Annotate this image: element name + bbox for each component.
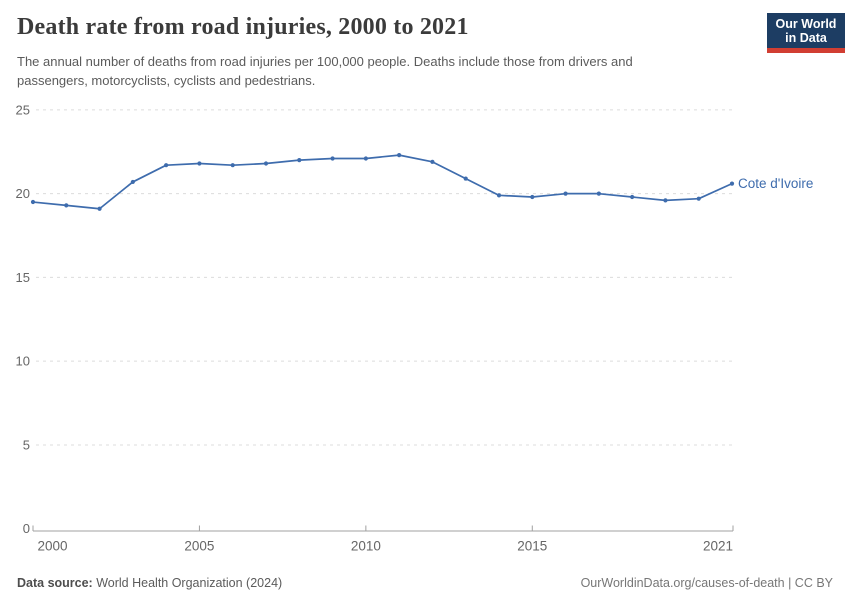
data-point-2012[interactable] (430, 159, 435, 164)
data-point-2021[interactable] (729, 181, 735, 186)
data-point-2020[interactable] (696, 196, 701, 201)
series-line-cote-d-ivoire[interactable] (32, 154, 733, 210)
data-point-2009[interactable] (330, 156, 335, 161)
data-point-2018[interactable] (630, 194, 635, 200)
line-chart[interactable]: 0 5 10 15 20 25 2000 2005 2010 2015 2021 Cote d'Ivo… (0, 95, 850, 555)
y-tick-label: 20 (16, 186, 30, 201)
x-tick-label: 2015 (517, 539, 547, 554)
data-source-label: Data source: (17, 576, 93, 590)
x-tick-label: 2010 (351, 539, 381, 554)
data-point-2002[interactable] (97, 206, 102, 211)
data-source-value: World Health Organization (2024) (96, 576, 283, 590)
data-point-2011[interactable] (397, 153, 402, 158)
owid-logo-line2: in Data (785, 30, 827, 45)
data-point-2019[interactable] (663, 198, 668, 203)
data-point-2013[interactable] (463, 176, 468, 181)
y-tick-label: 25 (16, 102, 30, 117)
series-end-label[interactable]: Cote d'Ivoire (738, 176, 813, 191)
y-tick-label: 0 (23, 521, 30, 536)
data-point-2015[interactable] (530, 194, 535, 200)
x-tick-label: 2005 (184, 539, 214, 554)
data-point-2005[interactable] (197, 161, 202, 166)
data-point-2001[interactable] (64, 203, 69, 208)
data-point-2003[interactable] (130, 179, 135, 185)
data-source: Data source: World Health Organization (… (17, 576, 282, 590)
owid-logo-line1: Our World (775, 16, 837, 31)
owid-logo[interactable]: Our World in Data (767, 13, 845, 53)
data-point-2006[interactable] (230, 163, 235, 168)
data-point-2008[interactable] (297, 158, 302, 163)
data-point-2004[interactable] (164, 163, 169, 168)
y-tick-label: 5 (23, 437, 30, 452)
data-point-2017[interactable] (596, 191, 601, 196)
y-tick-label: 15 (16, 270, 30, 285)
chart-subtitle: The annual number of deaths from road in… (17, 54, 633, 88)
credit-link[interactable]: OurWorldinData.org/causes-of-death | CC … (580, 576, 833, 590)
data-point-2016[interactable] (563, 191, 568, 196)
page-title: Death rate from road injuries, 2000 to 2… (17, 14, 469, 40)
data-point-2014[interactable] (496, 193, 502, 198)
chart-footer: Data source: World Health Organization (… (17, 576, 833, 590)
y-tick-label: 10 (16, 354, 30, 369)
x-tick-label: 2021 (703, 539, 733, 554)
data-point-2010[interactable] (363, 156, 368, 161)
data-point-2007[interactable] (263, 161, 269, 166)
data-point-2000[interactable] (30, 199, 36, 205)
x-tick-label: 2000 (38, 539, 68, 554)
